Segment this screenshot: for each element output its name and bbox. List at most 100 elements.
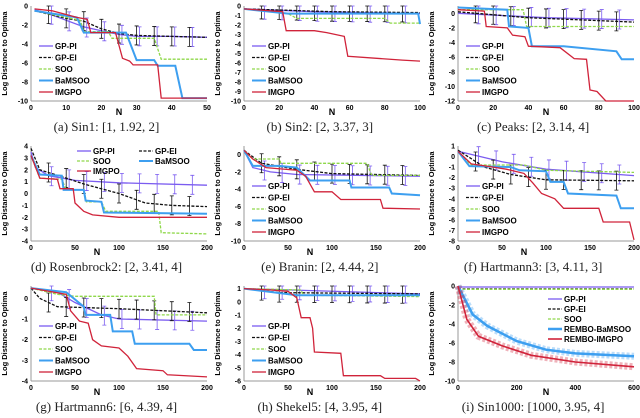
legend-label: IMGPO — [55, 88, 82, 97]
x-axis-label: N — [94, 387, 101, 397]
y-tick-label: -3 — [235, 32, 241, 39]
series-line-IMGPO — [457, 9, 634, 102]
subplot-0: -10 -8 -6 -4 -2 0 0 10 20 30 40 50 N Log Distance to … — [0, 0, 213, 139]
error-bar — [490, 159, 495, 180]
x-tick-label: 40 — [524, 105, 532, 112]
series-line-BaMSOO — [244, 7, 422, 25]
series-line-SOO — [244, 287, 421, 298]
y-tick-label: 1 — [24, 179, 28, 186]
legend-label: SOO — [55, 345, 73, 354]
y-tick-label: 0 — [237, 4, 241, 11]
x-tick-label: 50 — [498, 245, 506, 252]
y-tick-label: -6 — [448, 341, 454, 348]
series-line-IMGPO — [30, 155, 207, 218]
x-tick-label: 10 — [62, 105, 70, 112]
error-bar — [616, 9, 621, 30]
y-tick-label: -10 — [18, 99, 28, 106]
error-bar — [155, 173, 160, 194]
subplot-caption: (d) Rosenbrock2: [2, 3.41, 4] — [30, 259, 183, 274]
error-bar — [262, 285, 267, 300]
y-tick-label: -4 — [235, 187, 241, 194]
series-line-GP-EI — [34, 10, 208, 38]
legend-label: GP-EI — [268, 334, 290, 343]
y-tick-label: -6 — [235, 379, 241, 386]
x-tick-label: 40 — [311, 105, 319, 112]
error-bar — [543, 8, 548, 29]
series-line-REMBO-BaMSOO — [456, 285, 634, 358]
x-tick-label: 80 — [594, 105, 602, 112]
legend-label: SOO — [482, 65, 500, 74]
series-line-BaMSOO — [34, 9, 207, 100]
legend-label: SOO — [268, 205, 286, 214]
legend-label: GP-PI — [564, 295, 586, 304]
y-tick-label: -8 — [448, 360, 454, 367]
subplot-caption: (f) Hartmann3: [3, 4.11, 3] — [463, 259, 603, 274]
series-line-GP-EI — [30, 287, 208, 314]
y-tick-label: -5 — [235, 51, 241, 58]
x-tick-label: 80 — [381, 105, 389, 112]
y-tick-label: -2 — [22, 337, 28, 344]
y-tick-label: -5 — [448, 207, 454, 214]
error-bar — [259, 285, 264, 301]
series-line-IMGPO — [244, 287, 421, 382]
y-tick-label: -2 — [235, 169, 241, 176]
error-bar — [259, 5, 264, 20]
error-bar — [117, 298, 121, 319]
subplot-caption: (c) Peaks: [2, 3.14, 4] — [476, 119, 590, 134]
legend-label: SOO — [482, 205, 500, 214]
error-bar — [49, 166, 54, 187]
x-tick-label: 200 — [201, 385, 213, 392]
y-axis-label: Log Distance to Optima — [427, 11, 436, 96]
y-tick-label: -2 — [22, 23, 28, 30]
error-bar — [99, 178, 104, 199]
y-tick-label: -4 — [22, 239, 28, 246]
y-axis-label: Log Distance to Optima — [427, 151, 436, 236]
y-tick-label: -8 — [22, 80, 28, 87]
y-tick-label: -4 — [448, 40, 454, 47]
x-axis-label: N — [94, 247, 101, 257]
x-tick-label: 20 — [276, 105, 284, 112]
x-tick-label: 200 — [628, 245, 640, 252]
legend-label: BaMSOO — [55, 357, 90, 366]
y-tick-label: -9 — [235, 89, 241, 96]
error-bar — [84, 17, 89, 38]
x-tick-label: 30 — [133, 105, 141, 112]
x-axis-label: N — [542, 387, 549, 397]
y-tick-label: -8 — [448, 69, 454, 76]
y-tick-label: -1 — [235, 13, 241, 20]
error-bar — [134, 25, 139, 46]
error-bar — [134, 299, 139, 320]
error-bar — [119, 309, 124, 330]
y-tick-label: -1 — [22, 203, 28, 210]
x-tick-label: 0 — [456, 385, 460, 392]
y-tick-label: -12 — [444, 99, 454, 106]
legend-label: BaMSOO — [482, 217, 517, 226]
series-line-BaMSOO — [30, 155, 208, 215]
legend-label: GP-PI — [268, 182, 290, 191]
x-tick-label: 100 — [113, 385, 125, 392]
y-tick-label: -3 — [235, 339, 241, 346]
error-bar — [613, 170, 618, 191]
x-tick-label: 0 — [29, 385, 33, 392]
legend-label: BaMSOO — [482, 77, 517, 86]
y-tick-label: 2 — [24, 167, 28, 174]
x-tick-label: 0 — [456, 105, 460, 112]
legend-label: GP-PI — [55, 322, 77, 331]
legend-label: GP-EI — [268, 54, 290, 63]
y-tick-label: -2 — [448, 25, 454, 32]
error-bar — [64, 8, 69, 29]
x-tick-label: 150 — [584, 245, 596, 252]
y-tick-label: -6 — [448, 217, 454, 224]
x-tick-label: 200 — [201, 245, 213, 252]
legend-label: IMGPO — [268, 88, 295, 97]
series-line-SOO — [457, 150, 634, 174]
y-tick-label: -6 — [235, 61, 241, 68]
legend-label: SOO — [564, 315, 582, 324]
subplot-4: -10 -8 -6 -4 -2 0 0 50 100 150 200 N Log Distance to… — [213, 140, 426, 279]
y-tick-label: -7 — [448, 228, 454, 235]
x-tick-label: 100 — [414, 105, 426, 112]
error-bar — [599, 9, 604, 29]
error-bar — [581, 162, 586, 182]
y-tick-label: 0 — [237, 152, 241, 159]
series-line-IMGPO — [243, 149, 421, 210]
